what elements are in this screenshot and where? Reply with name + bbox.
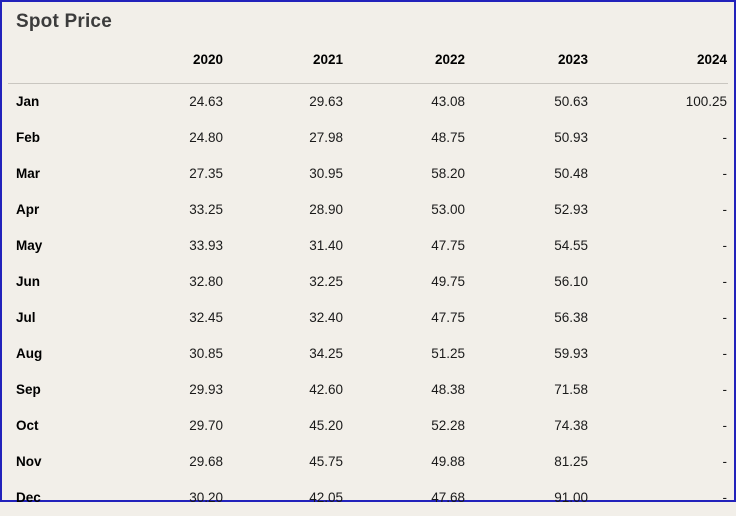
value-cell: 33.25 <box>189 202 223 217</box>
month-cell: Feb <box>16 130 41 145</box>
value-cell: 100.25 <box>685 94 727 110</box>
value-cell: 50.93 <box>554 130 588 145</box>
table-row-dec: Dec 30.20 42.05 47.68 91.00 - <box>8 480 728 516</box>
value-cell: 43.08 <box>431 94 465 110</box>
table-row-sep: Sep 29.93 42.60 48.38 71.58 - <box>8 372 728 408</box>
value-cell: 32.25 <box>309 274 343 289</box>
value-cell: 56.38 <box>554 310 588 325</box>
value-cell: - <box>722 346 728 361</box>
month-cell: Mar <box>16 166 41 181</box>
value-cell: 81.25 <box>554 454 588 469</box>
value-cell: 47.75 <box>431 238 465 253</box>
month-cell: Nov <box>16 454 42 469</box>
value-cell: 34.25 <box>309 346 343 361</box>
value-cell: - <box>722 166 728 181</box>
value-cell: - <box>722 274 728 289</box>
value-cell: 28.90 <box>309 202 343 217</box>
month-column-header <box>8 44 104 84</box>
value-cell: 52.28 <box>431 418 465 433</box>
value-cell: 53.00 <box>431 202 465 217</box>
month-cell: Jan <box>16 94 40 110</box>
value-cell: 45.20 <box>309 418 343 433</box>
month-cell: Sep <box>16 382 41 397</box>
value-cell: - <box>722 130 728 145</box>
table-row-oct: Oct 29.70 45.20 52.28 74.38 - <box>8 408 728 444</box>
table-row-feb: Feb 24.80 27.98 48.75 50.93 - <box>8 120 728 156</box>
year-column-header-2021: 2021 <box>224 44 344 84</box>
value-cell: 29.70 <box>189 418 223 433</box>
value-cell: 32.80 <box>189 274 223 289</box>
page-title: Spot Price <box>16 11 112 32</box>
table-row-nov: Nov 29.68 45.75 49.88 81.25 - <box>8 444 728 480</box>
year-column-header-2023: 2023 <box>466 44 589 84</box>
value-cell: 58.20 <box>431 166 465 181</box>
value-cell: - <box>722 418 728 433</box>
value-cell: - <box>722 202 728 217</box>
value-cell: 42.05 <box>309 490 343 505</box>
month-cell: Apr <box>16 202 40 217</box>
value-cell: 32.40 <box>309 310 343 325</box>
table-row-jun: Jun 32.80 32.25 49.75 56.10 - <box>8 264 728 300</box>
value-cell: 49.88 <box>431 454 465 469</box>
value-cell: 50.48 <box>554 166 588 181</box>
month-cell: Dec <box>16 490 41 505</box>
spot-price-table-container: 2020 2021 2022 2023 2024 Jan 24.63 29.63 43.08 5… <box>2 44 734 516</box>
year-column-header-2020: 2020 <box>104 44 224 84</box>
value-cell: 31.40 <box>309 238 343 253</box>
value-cell: - <box>722 382 728 397</box>
table-row-jan: Jan 24.63 29.63 43.08 50.63 100.25 <box>8 84 728 120</box>
spot-price-widget: { "page": { "title": "Spot Price" }, "co… <box>0 0 736 505</box>
table-row-aug: Aug 30.85 34.25 51.25 59.93 - <box>8 336 728 372</box>
value-cell: 49.75 <box>431 274 465 289</box>
table-header: 2020 2021 2022 2023 2024 <box>8 44 728 84</box>
value-cell: 59.93 <box>554 346 588 361</box>
month-cell: May <box>16 238 43 253</box>
year-column-header-2022: 2022 <box>344 44 466 84</box>
value-cell: 33.93 <box>189 238 223 253</box>
value-cell: 71.58 <box>554 382 588 397</box>
value-cell: 47.68 <box>431 490 465 505</box>
value-cell: 56.10 <box>554 274 588 289</box>
value-cell: 50.63 <box>554 94 588 110</box>
spot-price-table: 2020 2021 2022 2023 2024 Jan 24.63 29.63 43.08 5… <box>8 44 728 516</box>
table-row-mar: Mar 27.35 30.95 58.20 50.48 - <box>8 156 728 192</box>
value-cell: - <box>722 454 728 469</box>
value-cell: 29.93 <box>189 382 223 397</box>
value-cell: 51.25 <box>431 346 465 361</box>
value-cell: 52.93 <box>554 202 588 217</box>
value-cell: 42.60 <box>309 382 343 397</box>
month-cell: Oct <box>16 418 39 433</box>
month-cell: Jun <box>16 274 41 289</box>
value-cell: - <box>722 490 728 505</box>
header-row: 2020 2021 2022 2023 2024 <box>8 44 728 84</box>
table-body: Jan 24.63 29.63 43.08 50.63 100.25 Feb 24.80 27.… <box>8 84 728 516</box>
value-cell: 48.75 <box>431 130 465 145</box>
value-cell: 30.85 <box>189 346 223 361</box>
month-cell: Aug <box>16 346 43 361</box>
value-cell: 45.75 <box>309 454 343 469</box>
value-cell: 30.20 <box>189 490 223 505</box>
value-cell: 24.80 <box>189 130 223 145</box>
value-cell: 27.35 <box>189 166 223 181</box>
value-cell: 47.75 <box>431 310 465 325</box>
value-cell: 24.63 <box>189 94 223 110</box>
value-cell: 29.68 <box>189 454 223 469</box>
table-row-may: May 33.93 31.40 47.75 54.55 - <box>8 228 728 264</box>
value-cell: 27.98 <box>309 130 343 145</box>
table-row-apr: Apr 33.25 28.90 53.00 52.93 - <box>8 192 728 228</box>
value-cell: 29.63 <box>309 94 343 110</box>
table-row-jul: Jul 32.45 32.40 47.75 56.38 - <box>8 300 728 336</box>
value-cell: - <box>722 238 728 253</box>
month-cell: Jul <box>16 310 36 325</box>
value-cell: 32.45 <box>189 310 223 325</box>
value-cell: 30.95 <box>309 166 343 181</box>
value-cell: 91.00 <box>554 490 588 505</box>
value-cell: - <box>722 310 728 325</box>
value-cell: 74.38 <box>554 418 588 433</box>
year-column-header-2024: 2024 <box>589 44 728 84</box>
value-cell: 48.38 <box>431 382 465 397</box>
value-cell: 54.55 <box>554 238 588 253</box>
